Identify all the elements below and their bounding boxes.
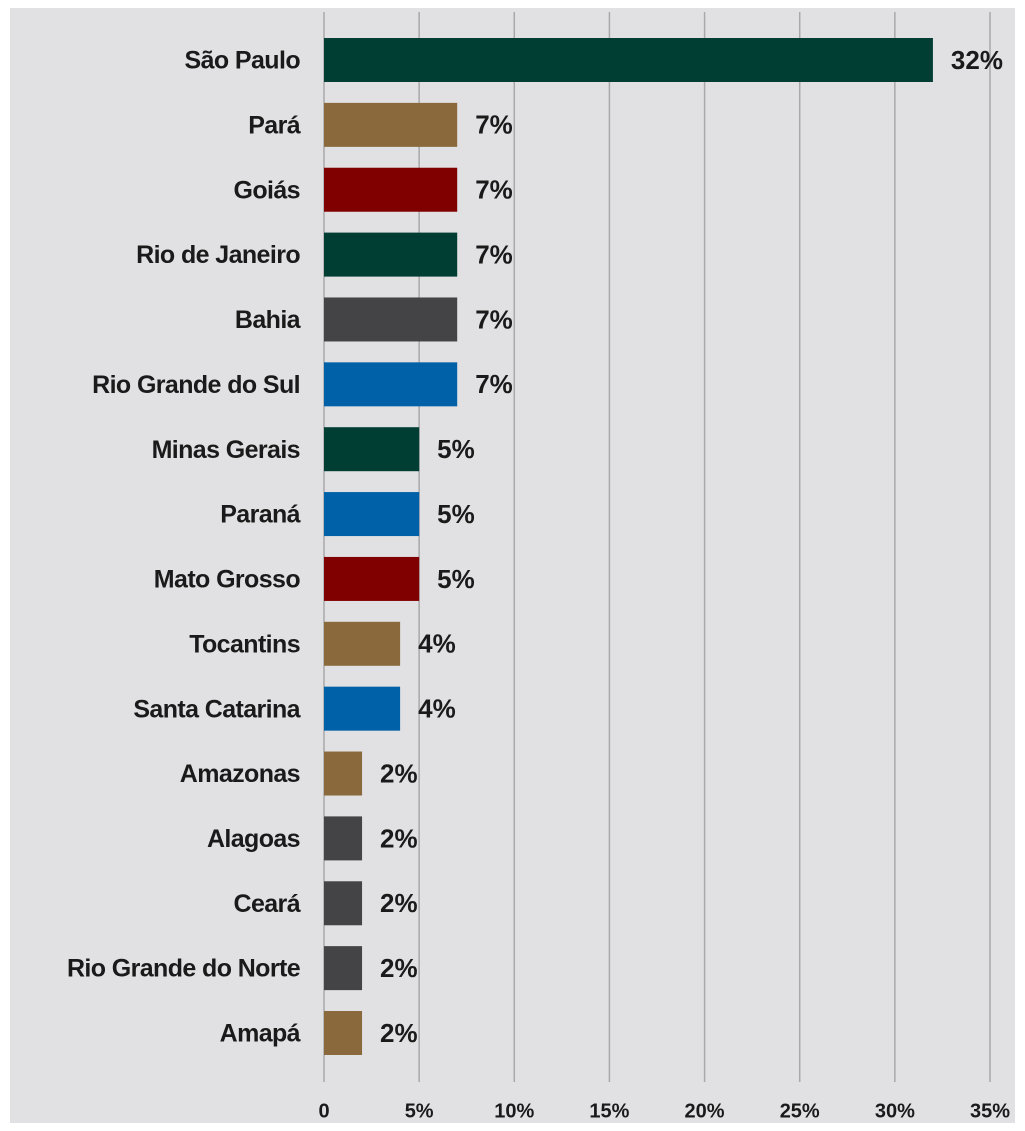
category-label: Ceará	[234, 890, 301, 918]
x-tick-label: 15%	[589, 1100, 629, 1122]
bar	[324, 881, 363, 926]
category-label: Bahia	[235, 306, 302, 334]
category-label: Paraná	[220, 501, 300, 529]
bar	[324, 946, 363, 991]
x-tick-label: 20%	[685, 1100, 725, 1122]
value-label: 5%	[437, 499, 475, 529]
category-label: São Paulo	[185, 47, 301, 75]
bar	[324, 686, 401, 731]
value-label: 7%	[475, 304, 513, 334]
category-label: Goiás	[234, 176, 300, 204]
chart-background	[10, 8, 1015, 1123]
x-tick-label: 10%	[494, 1100, 534, 1122]
category-label: Rio de Janeiro	[136, 241, 300, 269]
bar	[324, 297, 458, 342]
bar	[324, 167, 458, 212]
value-label: 4%	[418, 629, 456, 659]
value-label: 5%	[437, 564, 475, 594]
category-label: Rio Grande do Norte	[67, 955, 301, 983]
bar	[324, 362, 458, 407]
value-label: 7%	[475, 175, 513, 205]
value-label: 2%	[380, 758, 418, 788]
value-label: 2%	[380, 888, 418, 918]
bar	[324, 621, 401, 666]
category-label: Mato Grosso	[154, 566, 301, 594]
bar	[324, 1011, 363, 1055]
value-label: 2%	[380, 823, 418, 853]
bar	[324, 232, 458, 277]
category-label: Pará	[248, 111, 301, 139]
category-label: Amazonas	[180, 760, 300, 788]
category-label: Santa Catarina	[133, 695, 301, 723]
x-tick-label: 0	[318, 1100, 329, 1122]
x-tick-label: 30%	[875, 1100, 915, 1122]
x-tick-label: 35%	[970, 1100, 1010, 1122]
value-label: 7%	[475, 369, 513, 399]
category-label: Alagoas	[207, 825, 300, 853]
category-label: Amapá	[220, 1020, 301, 1048]
category-label: Minas Gerais	[152, 436, 300, 464]
bar	[324, 751, 363, 796]
category-label: Rio Grande do Sul	[92, 371, 300, 399]
value-label: 4%	[418, 694, 456, 724]
value-label: 32%	[951, 45, 1003, 75]
x-tick-label: 25%	[780, 1100, 820, 1122]
bar	[324, 556, 420, 601]
bar	[324, 102, 458, 147]
x-tick-label: 5%	[405, 1100, 434, 1122]
value-label: 5%	[437, 434, 475, 464]
value-label: 2%	[380, 953, 418, 983]
value-label: 2%	[380, 1018, 418, 1048]
value-label: 7%	[475, 110, 513, 140]
bar	[324, 492, 420, 537]
category-label: Tocantins	[189, 630, 300, 658]
bar	[324, 38, 933, 82]
bar	[324, 427, 420, 472]
value-label: 7%	[475, 239, 513, 269]
bar	[324, 816, 363, 861]
